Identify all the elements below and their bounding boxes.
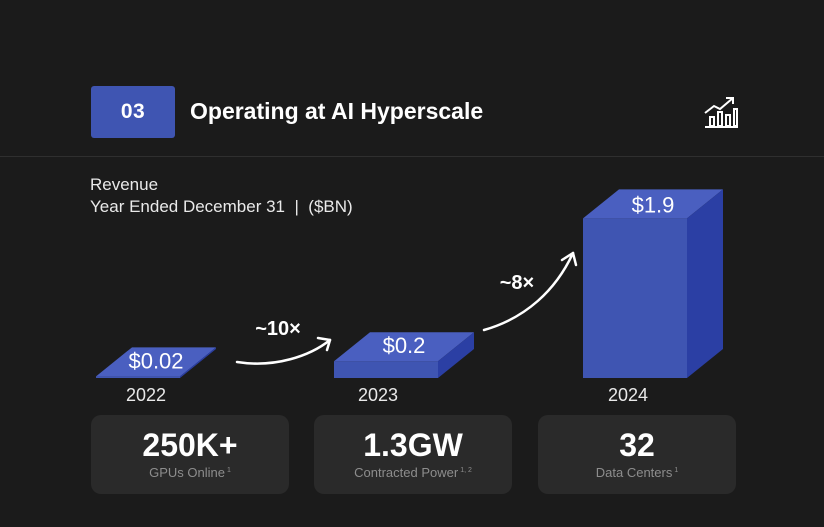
x-tick-label: 2022	[126, 385, 166, 405]
section-number-badge: 03	[91, 86, 175, 138]
growth-multiplier-label: ~8×	[500, 272, 534, 294]
bar-value-label: $1.9	[632, 192, 675, 217]
stat-value: 250K+	[142, 427, 238, 463]
chart-subtitle: Revenue Year Ended December 31 | ($BN)	[90, 174, 353, 218]
x-tick-label: 2023	[358, 385, 398, 405]
stat-label: GPUs Online 1	[91, 465, 289, 480]
bar-front	[583, 218, 687, 378]
stat-value: 32	[619, 427, 655, 463]
stat-footnote: 1, 2	[460, 466, 472, 474]
growth-arrow	[482, 251, 575, 332]
x-tick-label: 2024	[608, 385, 648, 405]
stat-value: 1.3GW	[363, 427, 463, 463]
growth-chart-icon	[704, 97, 738, 128]
growth-arrow-head	[560, 251, 578, 267]
growth-multiplier-label: ~10×	[255, 318, 301, 340]
stat-card-power: 1.3GW Contracted Power 1, 2	[314, 415, 512, 494]
stat-label-text: GPUs Online	[149, 465, 225, 480]
stat-card-datacenters: 32 Data Centers 1	[538, 415, 736, 494]
stat-label: Data Centers 1	[538, 465, 736, 480]
subtitle-line-metric: Revenue	[90, 175, 159, 194]
bar-top	[583, 189, 723, 219]
bar-value-label: $0.02	[128, 348, 183, 373]
subtitle-line-period: Year Ended December 31 | ($BN)	[90, 197, 353, 216]
bar-value-label: $0.2	[383, 333, 426, 358]
stat-label-text: Contracted Power	[354, 465, 459, 480]
bar-side	[180, 347, 216, 378]
header-divider	[0, 156, 824, 157]
bar-top	[96, 347, 216, 377]
page-title: Operating at AI Hyperscale	[190, 98, 484, 124]
stat-label: Contracted Power 1, 2	[314, 465, 512, 480]
stat-footnote: 1	[226, 466, 231, 474]
growth-arrow	[235, 338, 332, 365]
bar-top	[334, 332, 474, 362]
bar-front	[334, 361, 438, 378]
stat-footnote: 1	[674, 466, 679, 474]
bar-side	[687, 189, 723, 378]
bar-front	[96, 376, 180, 378]
growth-arrow-head	[316, 336, 332, 352]
stat-label-text: Data Centers	[595, 465, 673, 480]
bar-side	[438, 332, 474, 378]
stat-card-gpus: 250K+ GPUs Online 1	[91, 415, 289, 494]
